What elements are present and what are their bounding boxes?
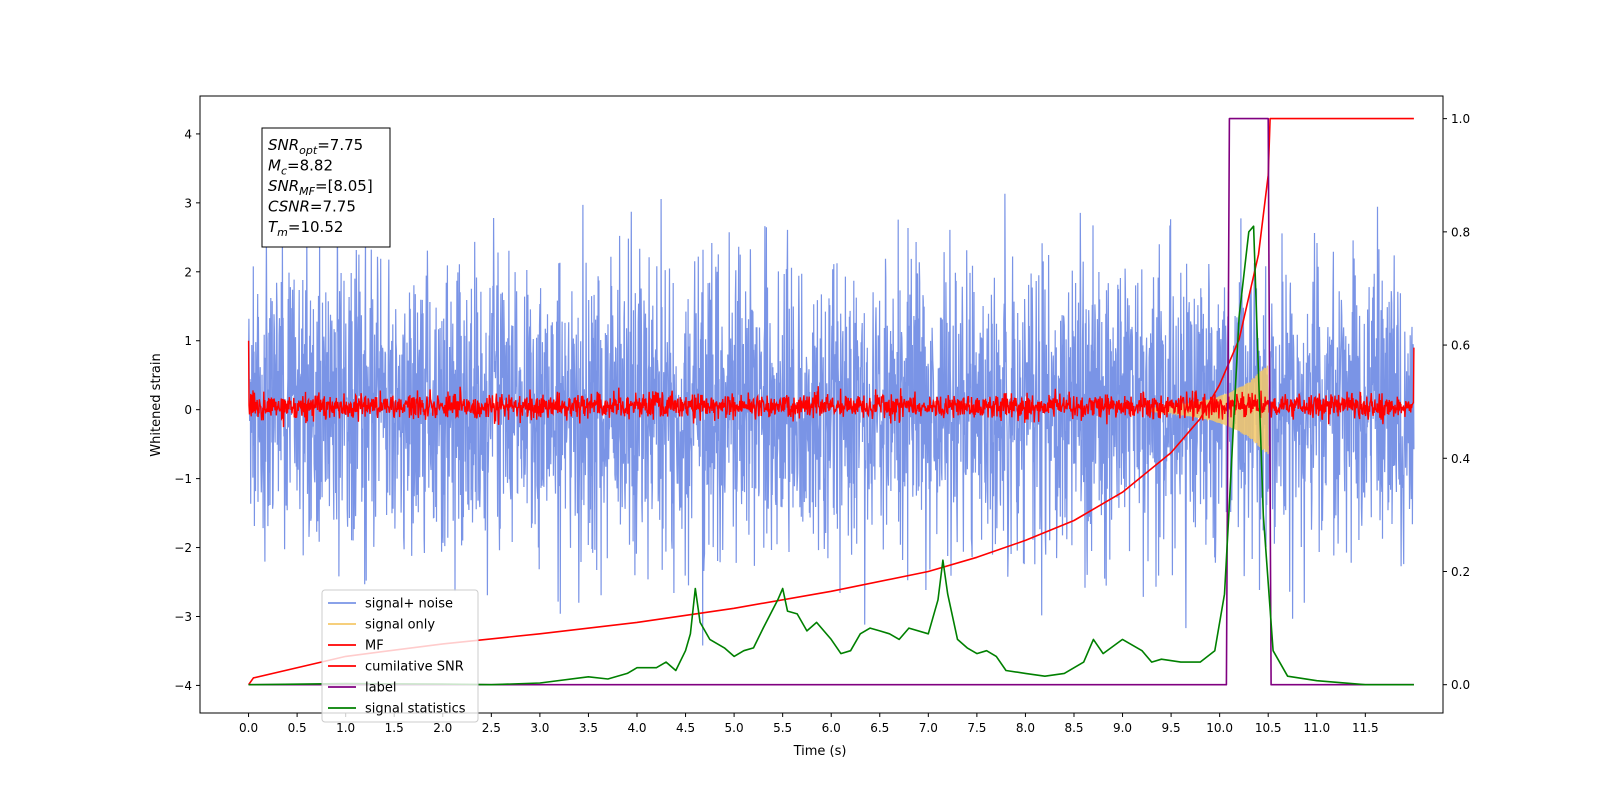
annotation-line: Mc=8.82: [268, 157, 333, 178]
series-label: [248, 117, 1414, 686]
legend-frame: [321, 589, 479, 723]
y-tick-label: 1: [184, 334, 192, 348]
y2-tick-label: 0.4: [1451, 452, 1470, 466]
y2-tick-label: 0.8: [1451, 225, 1470, 239]
series-signal-noise: [248, 193, 1415, 646]
y-tick-label: 2: [184, 265, 192, 279]
series-mf: [247, 340, 1415, 428]
y-tick-label: −2: [174, 541, 192, 555]
x-tick-label: 6.5: [870, 721, 889, 735]
legend-label: label: [365, 681, 396, 696]
legend: signal+ noise signal only MF cumilative SNR…: [321, 589, 479, 723]
annotation-line: Tm=10.52: [268, 218, 343, 239]
y-tick-label: 0: [184, 403, 192, 417]
annotation-line: SNRMF=[8.05]: [268, 177, 373, 198]
x-tick-label: 10.0: [1206, 721, 1233, 735]
y-tick-label: −3: [174, 610, 192, 624]
x-tick-label: 8.5: [1064, 721, 1083, 735]
annotation-line: CSNR=7.75: [268, 198, 356, 216]
x-tick-label: 4.0: [627, 721, 646, 735]
y-axis-label: Whitened strain: [149, 353, 164, 456]
x-tick-label: 0.0: [239, 721, 258, 735]
x-tick-label: 11.5: [1352, 721, 1379, 735]
x-tick-label: 1.5: [385, 721, 404, 735]
annotation-line: SNRopt=7.75: [268, 136, 363, 157]
y-tick-label: −4: [174, 679, 192, 693]
y-axis-right: 1.0 0.8 0.6 0.4 0.2 0.0: [1443, 112, 1470, 692]
series-signal-statistics: [248, 225, 1414, 686]
y-tick-label: 4: [184, 127, 192, 141]
x-tick-label: 3.5: [579, 721, 598, 735]
x-tick-label: 7.5: [967, 721, 986, 735]
x-axis-label: Time (s): [793, 744, 847, 759]
x-tick-label: 3.0: [530, 721, 549, 735]
x-tick-label: 9.5: [1162, 721, 1181, 735]
x-tick-label: 11.0: [1303, 721, 1330, 735]
x-axis: 0.0 0.5 1.0 1.5 2.0 2.5 3.0 3.5 4.0 4.5 5.0 5.5 6.0 6…: [239, 713, 1379, 735]
x-tick-label: 10.5: [1255, 721, 1282, 735]
x-tick-label: 9.0: [1113, 721, 1132, 735]
legend-label: MF: [365, 639, 384, 654]
legend-label: signal+ noise: [365, 597, 453, 612]
y-axis-left: 4 3 2 1 0 −1 −2 −3 −4: [174, 127, 200, 693]
x-tick-label: 2.0: [433, 721, 452, 735]
x-tick-label: 5.5: [773, 721, 792, 735]
annotation-frame: [261, 127, 391, 248]
y2-tick-label: 0.2: [1451, 565, 1470, 579]
x-tick-label: 5.0: [725, 721, 744, 735]
y2-tick-label: 0.0: [1451, 678, 1470, 692]
y-tick-label: 3: [184, 196, 192, 210]
y2-tick-label: 1.0: [1451, 112, 1470, 126]
plot-frame: [199, 95, 1444, 714]
x-tick-label: 0.5: [288, 721, 307, 735]
y2-tick-label: 0.6: [1451, 339, 1470, 353]
x-tick-label: 2.5: [482, 721, 501, 735]
x-tick-label: 4.5: [676, 721, 695, 735]
legend-label: cumilative SNR: [365, 660, 464, 675]
legend-label: signal only: [365, 618, 435, 633]
legend-label: signal statistics: [365, 702, 466, 717]
x-tick-label: 6.0: [822, 721, 841, 735]
x-tick-label: 7.0: [919, 721, 938, 735]
y-tick-label: −1: [174, 472, 192, 486]
x-tick-label: 1.0: [336, 721, 355, 735]
x-tick-label: 8.0: [1016, 721, 1035, 735]
